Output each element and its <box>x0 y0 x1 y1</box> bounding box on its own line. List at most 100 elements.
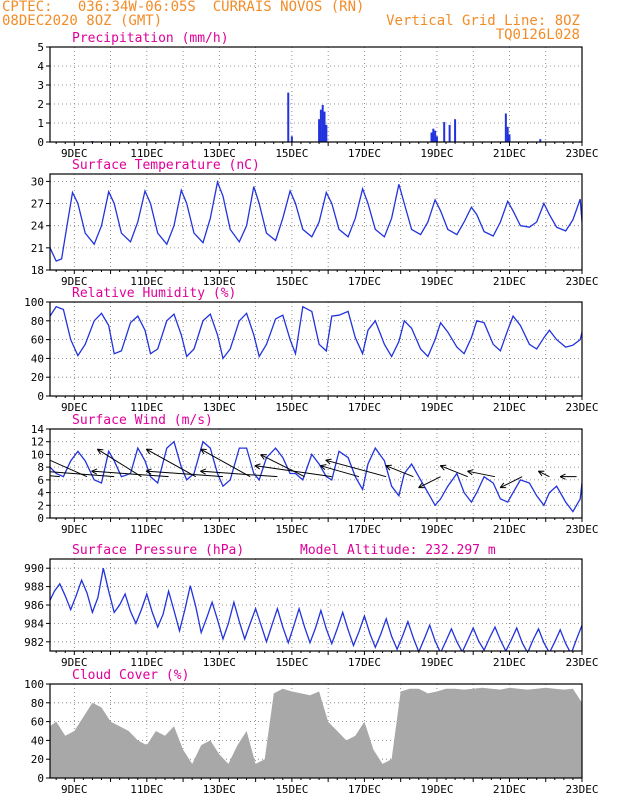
wind-ytick-label: 10 <box>31 448 44 461</box>
wind-ytick-label: 14 <box>31 423 45 436</box>
precipitation-bar <box>325 124 328 142</box>
cloud-cover-xtick-label: 23DEC <box>565 783 598 796</box>
precipitation-bar <box>434 130 437 142</box>
precipitation-ytick-label: 3 <box>37 79 44 92</box>
humidity-xtick-label: 21DEC <box>493 401 526 414</box>
precipitation-xtick-label: 13DEC <box>203 147 236 160</box>
precipitation-bar <box>323 111 326 142</box>
precipitation-xtick-label: 17DEC <box>348 147 381 160</box>
temperature-xtick-label: 15DEC <box>275 275 308 288</box>
precipitation-bar <box>430 132 433 142</box>
temperature-ytick-label: 21 <box>31 242 44 255</box>
humidity-xtick-label: 15DEC <box>275 401 308 414</box>
header-date-line: 08DEC2020 8OZ (GMT) <box>2 13 163 29</box>
wind-ytick-label: 6 <box>37 474 44 487</box>
temperature-frame <box>49 173 583 271</box>
humidity-title: Relative Humidity (%) <box>72 286 236 301</box>
temperature-ytick-label: 27 <box>31 198 44 211</box>
precipitation-bar <box>506 126 509 142</box>
wind-frame <box>49 428 583 519</box>
humidity-frame <box>49 301 583 397</box>
wind-xtick-label: 19DEC <box>420 523 453 536</box>
precipitation-bar <box>287 92 290 142</box>
header-model-id: TQ0126L028 <box>495 27 580 43</box>
cloud-cover-panel: Cloud Cover (%) 0 20 40 60 80 100 9DEC 11DEC 13DE… <box>24 668 598 796</box>
wind-xtick-label: 11DEC <box>130 523 163 536</box>
cloud-cover-frame <box>49 683 583 779</box>
cloud-cover-xtick-label: 11DEC <box>130 783 163 796</box>
pressure-ytick-label: 990 <box>24 562 44 575</box>
wind-ytick-label: 12 <box>31 436 44 449</box>
temperature-xtick-label: 19DEC <box>420 275 453 288</box>
precipitation-panel: Precipitation (mm/h) 0 1 2 3 4 5 9DEC 11DEC 13DEC… <box>37 31 598 160</box>
temperature-ytick-label: 24 <box>31 220 45 233</box>
wind-vector <box>145 470 224 478</box>
wind-vector-head <box>200 468 207 475</box>
temperature-xtick-label: 11DEC <box>130 275 163 288</box>
temperature-xtick-label: 23DEC <box>565 275 598 288</box>
precipitation-data <box>91 92 542 142</box>
precipitation-frame <box>49 46 583 143</box>
pressure-line <box>50 568 582 651</box>
temperature-ytick-label: 30 <box>31 175 44 188</box>
wind-ytick-label: 0 <box>37 512 44 525</box>
wind-vector <box>260 454 305 478</box>
precipitation-xtick-label: 21DEC <box>493 147 526 160</box>
wind-vector-head <box>0 469 5 474</box>
wind-xtick-label: 23DEC <box>565 523 598 536</box>
precipitation-bar <box>435 136 438 142</box>
precipitation-xtick-label: 15DEC <box>275 147 308 160</box>
wind-vector <box>467 470 496 478</box>
precipitation-ytick-label: 1 <box>37 117 44 130</box>
precipitation-bar <box>504 113 507 142</box>
pressure-ytick-label: 988 <box>24 581 44 594</box>
wind-ytick-label: 4 <box>37 487 44 500</box>
wind-vector-head <box>537 470 545 477</box>
wind-xtick-label: 15DEC <box>275 523 308 536</box>
wind-vector-head <box>499 482 507 489</box>
pressure-xtick-label: 19DEC <box>420 656 453 669</box>
precipitation-bar <box>319 109 322 142</box>
humidity-ytick-label: 80 <box>31 315 44 328</box>
wind-vector <box>499 476 523 489</box>
cloud-cover-ytick-label: 0 <box>37 772 44 785</box>
pressure-xtick-label: 11DEC <box>130 656 163 669</box>
pressure-title: Surface Pressure (hPa) <box>72 543 244 558</box>
wind-vector-head <box>254 463 261 470</box>
wind-xtick-label: 13DEC <box>203 523 236 536</box>
wind-vector-head <box>91 468 98 475</box>
pressure-data <box>50 568 582 651</box>
precipitation-bar <box>321 104 324 142</box>
cloud-cover-ytick-label: 20 <box>31 753 44 766</box>
temperature-xtick-label: 13DEC <box>203 275 236 288</box>
wind-vector <box>200 470 278 478</box>
precipitation-bar <box>443 122 446 142</box>
pressure-ytick-label: 982 <box>24 636 44 649</box>
precipitation-ytick-label: 2 <box>37 98 44 111</box>
humidity-ytick-label: 0 <box>37 390 44 403</box>
pressure-annotation: Model Altitude: 232.297 m <box>300 543 496 558</box>
humidity-xtick-label: 11DEC <box>130 401 163 414</box>
wind-title: Surface Wind (m/s) <box>72 413 213 428</box>
wind-xtick-label: 9DEC <box>61 523 88 536</box>
precipitation-bar <box>448 124 451 142</box>
cloud-cover-xtick-label: 9DEC <box>61 783 88 796</box>
pressure-xtick-label: 13DEC <box>203 656 236 669</box>
cloud-cover-xtick-label: 19DEC <box>420 783 453 796</box>
precipitation-ytick-label: 5 <box>37 41 44 54</box>
wind-vector <box>50 471 115 478</box>
humidity-ytick-label: 60 <box>31 334 44 347</box>
humidity-data <box>50 305 582 360</box>
wind-data <box>0 440 582 513</box>
humidity-xtick-label: 23DEC <box>565 401 598 414</box>
header-grid-line-info: Vertical Grid Line: 8OZ <box>386 13 580 29</box>
wind-vector-head <box>559 473 566 480</box>
wind-vector <box>418 476 441 489</box>
wind-vector <box>200 448 251 478</box>
wind-vector <box>325 459 387 478</box>
precipitation-xtick-label: 19DEC <box>420 147 453 160</box>
precipitation-bar <box>318 119 321 142</box>
cloud-cover-xtick-label: 21DEC <box>493 783 526 796</box>
